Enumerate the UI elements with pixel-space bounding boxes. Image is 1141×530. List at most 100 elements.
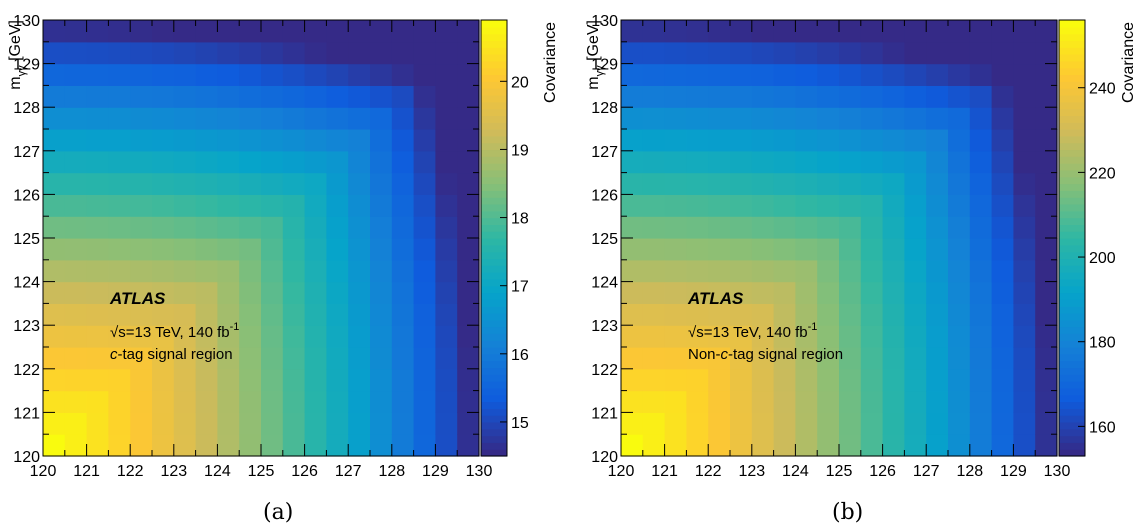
heatmap-cell xyxy=(457,85,480,108)
heatmap-cell xyxy=(370,63,393,86)
heatmap-cell xyxy=(882,390,905,413)
heatmap-cell xyxy=(751,325,775,348)
heatmap-cell xyxy=(326,85,349,108)
heatmap-cell xyxy=(108,216,131,239)
heatmap-cell xyxy=(413,390,436,413)
colorbar-segment xyxy=(481,306,507,314)
heatmap-cell xyxy=(773,41,796,65)
heatmap-cell xyxy=(282,368,306,392)
heatmap-cell xyxy=(621,107,644,130)
heatmap-cell xyxy=(282,390,306,413)
heatmap-cell xyxy=(261,238,284,261)
panel-caption: (b) xyxy=(832,500,864,525)
heatmap-cell xyxy=(282,63,306,86)
heatmap-cell xyxy=(370,172,393,195)
heatmap-cell xyxy=(370,20,393,43)
heatmap-cell xyxy=(86,368,109,392)
heatmap-cell xyxy=(860,85,884,108)
heatmap-cell xyxy=(991,216,1014,239)
heatmap-cell xyxy=(391,347,415,370)
heatmap-cell xyxy=(664,281,687,304)
heatmap-cell xyxy=(457,194,480,217)
colorbar-segment xyxy=(481,299,507,307)
heatmap-cell xyxy=(969,20,993,43)
colorbar-segment xyxy=(1059,319,1085,328)
heatmap-cell xyxy=(152,172,175,195)
colorbar-segment xyxy=(481,244,507,253)
heatmap-cell xyxy=(391,107,415,130)
heatmap-cell xyxy=(795,325,818,348)
heatmap-cell xyxy=(664,129,687,152)
colorbar-segment xyxy=(481,47,507,55)
heatmap-cell xyxy=(991,259,1014,283)
heatmap-cell xyxy=(621,434,644,457)
x-tick-label: 121 xyxy=(651,463,678,480)
heatmap-cell xyxy=(43,303,66,326)
heatmap-cell xyxy=(730,194,753,217)
heatmap-cell xyxy=(860,259,884,283)
heatmap-cell xyxy=(882,303,905,326)
heatmap-cell xyxy=(969,238,993,261)
heatmap-cell xyxy=(261,107,284,130)
heatmap-cell xyxy=(1035,85,1058,108)
sqrt-s: √s xyxy=(688,324,704,341)
heatmap-cell xyxy=(457,368,480,392)
y-tick-label: 125 xyxy=(591,231,618,248)
heatmap-cell xyxy=(817,412,840,435)
heatmap-cell xyxy=(304,107,327,130)
colorbar-segment xyxy=(1059,285,1085,294)
heatmap-cell xyxy=(348,368,371,392)
heatmap-cell xyxy=(348,216,371,239)
heatmap-cell xyxy=(391,434,415,457)
heatmap-cell xyxy=(457,281,480,304)
heatmap-cell xyxy=(130,129,153,152)
heatmap-cell xyxy=(773,303,796,326)
heatmap-cell xyxy=(664,172,687,195)
heatmap-cell xyxy=(64,238,88,261)
heatmap-cell xyxy=(621,347,644,370)
heatmap-cell xyxy=(621,281,644,304)
heatmap-cell xyxy=(86,150,109,174)
heatmap-cell xyxy=(86,281,109,304)
heatmap-cell xyxy=(195,216,218,239)
heatmap-cell xyxy=(304,194,327,217)
heatmap-cell xyxy=(817,107,840,130)
heatmap-cell xyxy=(860,194,884,217)
heatmap-cell xyxy=(795,85,818,108)
heatmap-cell xyxy=(173,325,197,348)
heatmap-cell xyxy=(108,303,131,326)
heatmap-cell xyxy=(173,129,197,152)
heatmap-cell xyxy=(751,194,775,217)
colorbar-segment xyxy=(481,203,507,212)
heatmap-cell xyxy=(391,63,415,86)
heatmap-cell xyxy=(173,390,197,413)
heatmap-cell xyxy=(108,325,131,348)
heatmap-cell xyxy=(926,150,949,174)
heatmap-cell xyxy=(708,347,731,370)
colorbar-segment xyxy=(1059,74,1085,82)
colorbar-segment xyxy=(481,421,507,430)
colorbar-segment xyxy=(1059,88,1085,96)
heatmap-cell xyxy=(152,129,175,152)
colorbar-segment xyxy=(1059,142,1085,151)
heatmap-cell xyxy=(435,390,458,413)
heatmap-cell xyxy=(991,238,1014,261)
heatmap-cell xyxy=(751,347,775,370)
heatmap-cell xyxy=(130,107,153,130)
heatmap-cell xyxy=(64,347,88,370)
colorbar-frame xyxy=(480,19,508,457)
heatmap-cell xyxy=(904,20,927,43)
heatmap-cell xyxy=(413,238,436,261)
colorbar-tick-label: 17 xyxy=(511,279,529,296)
heatmap-cell xyxy=(904,41,927,65)
y-tick-label: 126 xyxy=(591,187,618,204)
colorbar-segment xyxy=(1059,265,1085,273)
y-tick-label: 128 xyxy=(591,100,618,117)
heatmap-cell xyxy=(839,172,862,195)
heatmap-cell xyxy=(195,434,218,457)
heatmap-cell xyxy=(1013,259,1036,283)
heatmap-cell xyxy=(1013,216,1036,239)
colorbar-segment xyxy=(481,442,507,450)
heatmap-cell xyxy=(664,41,687,65)
heatmap-cell xyxy=(413,303,436,326)
